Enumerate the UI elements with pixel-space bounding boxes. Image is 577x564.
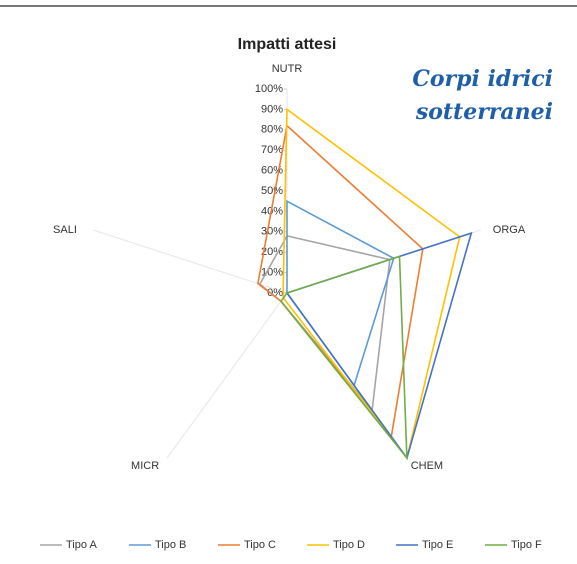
- axis-label: SALI: [53, 224, 77, 236]
- legend-label: Tipo F: [511, 539, 542, 551]
- chart-title: Impatti attesi: [238, 36, 337, 53]
- annotation: sotterranei: [415, 99, 553, 125]
- axis-label: MICR: [131, 460, 159, 472]
- r-tick-label: 0%: [267, 287, 283, 299]
- axis-line: [92, 229, 288, 294]
- legend-label: Tipo C: [244, 539, 276, 551]
- series-line: [258, 234, 391, 413]
- r-tick-label: 80%: [261, 124, 283, 136]
- legend-label: Tipo E: [422, 539, 453, 551]
- r-tick-label: 70%: [261, 144, 283, 156]
- legend-label: Tipo D: [333, 539, 365, 551]
- r-tick-label: 20%: [261, 246, 283, 258]
- annotation: Corpi idrici: [412, 66, 553, 92]
- legend-label: Tipo B: [155, 539, 186, 551]
- series-line: [282, 107, 461, 460]
- axis-label: ORGA: [493, 224, 526, 236]
- r-tick-label: 90%: [261, 103, 283, 115]
- legend-label: Tipo A: [66, 539, 97, 551]
- series-line: [279, 255, 408, 461]
- r-tick-label: 10%: [261, 267, 283, 279]
- axis-line: [166, 292, 288, 459]
- r-tick-label: 50%: [261, 185, 283, 197]
- r-tick-label: 40%: [261, 205, 283, 217]
- r-tick-label: 30%: [261, 226, 283, 238]
- axis-label: NUTR: [272, 63, 303, 75]
- axis-label: CHEM: [411, 460, 443, 472]
- r-tick-label: 100%: [255, 83, 283, 95]
